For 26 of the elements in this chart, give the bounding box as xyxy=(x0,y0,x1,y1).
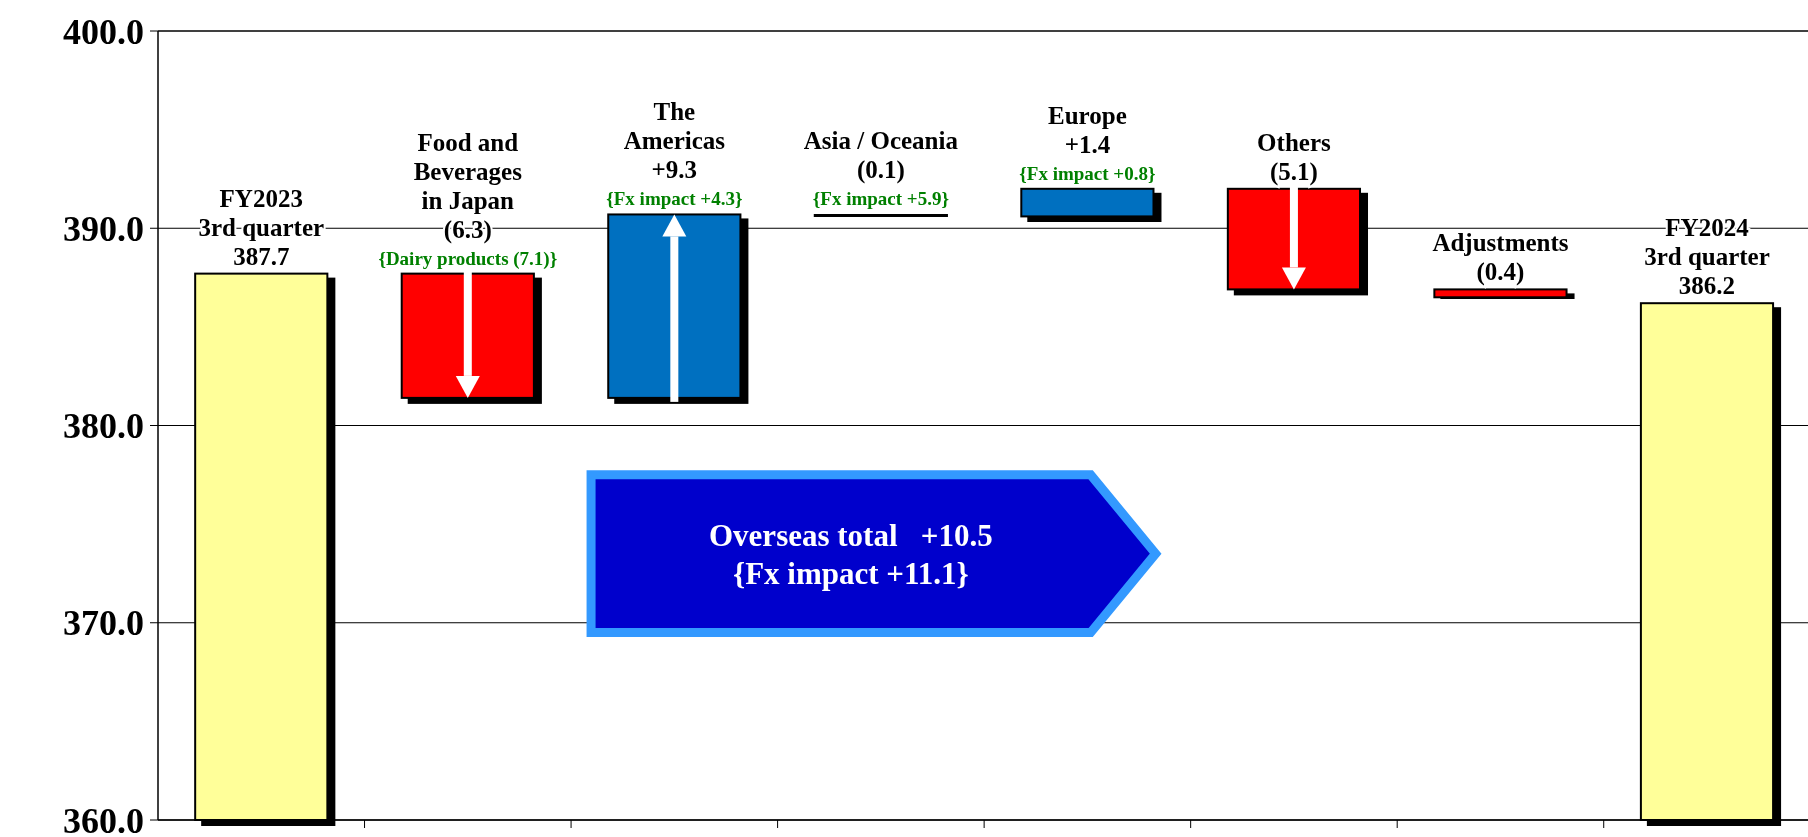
bar xyxy=(400,272,535,399)
data-label: +9.3 xyxy=(651,156,698,184)
data-label: (5.1) xyxy=(1269,157,1318,186)
y-tick-label: 360.0 xyxy=(63,800,144,837)
x-tick-label: Others xyxy=(1257,128,1331,156)
y-tick-label: 380.0 xyxy=(63,406,144,447)
bar xyxy=(1433,288,1568,299)
x-tick-label: Europe xyxy=(1048,101,1127,129)
annotation: Overseas total +10.5 {Fx impact +11.1} xyxy=(709,517,993,591)
y-tick-label: 390.0 xyxy=(63,208,144,249)
x-tick-label: Food and Beverages in Japan xyxy=(413,128,523,214)
data-label: +1.4 xyxy=(1064,130,1111,158)
annotation: {Dairy products (7.1)} xyxy=(378,247,558,270)
annotation: {Fx impact +0.8} xyxy=(1019,162,1156,184)
y-tick-label: 400.0 xyxy=(63,11,144,52)
y-tick-label: 370.0 xyxy=(63,603,144,644)
annotation: {Fx impact +5.9} xyxy=(812,188,949,210)
annotation: {Fx impact +4.3} xyxy=(606,188,743,210)
x-tick-label: Asia / Oceania xyxy=(803,127,959,155)
x-tick-label: Adjustments xyxy=(1432,229,1569,257)
data-label: (0.1) xyxy=(856,156,905,185)
bar xyxy=(1020,187,1155,218)
data-label: (0.4) xyxy=(1476,258,1525,287)
x-tick-label: The Americas xyxy=(623,98,726,155)
data-label: 387.7 xyxy=(233,242,290,270)
data-label: 386.2 xyxy=(1678,272,1736,300)
